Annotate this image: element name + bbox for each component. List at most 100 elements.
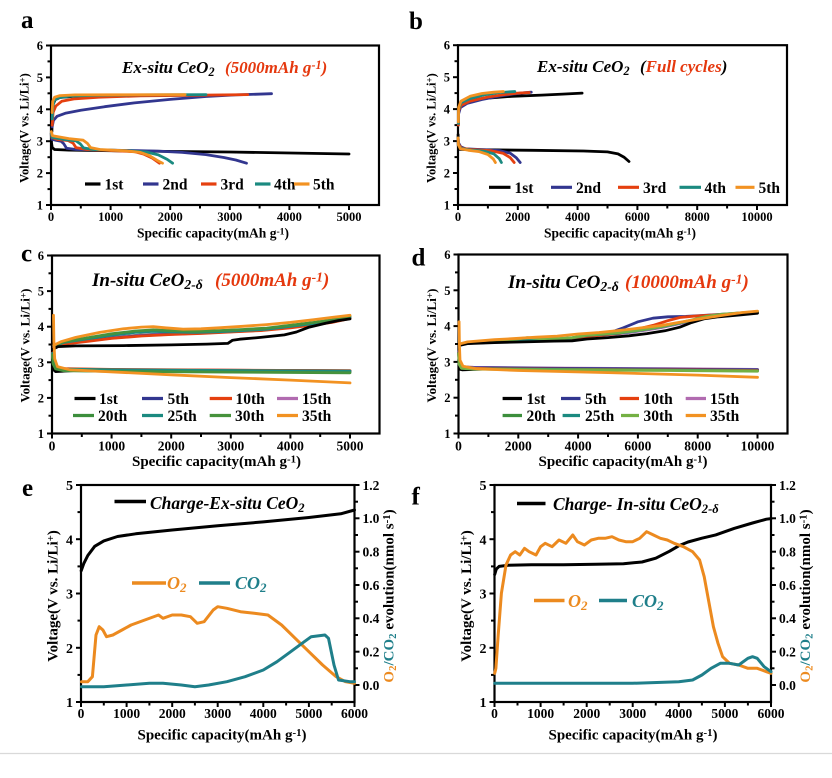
svg-text:4: 4 xyxy=(38,320,45,334)
svg-text:1: 1 xyxy=(444,199,450,213)
svg-text:4000: 4000 xyxy=(565,439,592,454)
svg-text:Voltage(V vs. Li/Li+): Voltage(V vs. Li/Li+) xyxy=(18,288,33,402)
svg-text:1: 1 xyxy=(66,696,73,711)
svg-text:0: 0 xyxy=(48,210,54,224)
svg-text:1: 1 xyxy=(37,199,43,213)
svg-text:0: 0 xyxy=(455,210,461,224)
svg-text:In-situ CeO2-δ: In-situ CeO2-δ xyxy=(507,272,619,294)
svg-text:0: 0 xyxy=(78,706,85,721)
svg-text:5th: 5th xyxy=(585,391,607,408)
svg-text:(5000mAh g-1): (5000mAh g-1) xyxy=(215,269,329,291)
svg-text:(10000mAh g-1): (10000mAh g-1) xyxy=(625,271,749,293)
svg-text:30th: 30th xyxy=(235,408,265,425)
svg-text:2nd: 2nd xyxy=(576,180,601,197)
svg-text:In-situ CeO2-δ: In-situ CeO2-δ xyxy=(91,270,203,292)
svg-text:25th: 25th xyxy=(585,408,615,425)
svg-text:Specific capacity(mAh g-1): Specific capacity(mAh g-1) xyxy=(544,226,696,241)
svg-text:1: 1 xyxy=(480,696,487,711)
svg-text:5000: 5000 xyxy=(337,210,362,224)
svg-text:1: 1 xyxy=(444,427,450,441)
svg-text:1000: 1000 xyxy=(98,210,123,224)
svg-text:10000: 10000 xyxy=(741,210,772,224)
svg-text:O2/CO2 evolution(nmol s-1): O2/CO2 evolution(nmol s-1) xyxy=(381,509,399,682)
svg-text:3: 3 xyxy=(444,135,450,149)
svg-text:2: 2 xyxy=(444,167,450,181)
svg-text:3rd: 3rd xyxy=(643,180,667,197)
svg-text:2: 2 xyxy=(66,642,73,657)
svg-text:1000: 1000 xyxy=(527,706,554,721)
svg-text:5: 5 xyxy=(444,71,450,85)
svg-text:3: 3 xyxy=(480,588,487,603)
svg-text:2: 2 xyxy=(444,391,450,405)
svg-text:1.0: 1.0 xyxy=(363,511,380,526)
svg-text:1st: 1st xyxy=(105,177,125,194)
svg-text:3: 3 xyxy=(38,356,44,370)
svg-text:6000: 6000 xyxy=(341,706,368,721)
svg-text:a: a xyxy=(21,7,34,34)
svg-text:3000: 3000 xyxy=(204,706,231,721)
svg-text:1st: 1st xyxy=(99,391,119,408)
svg-text:0.6: 0.6 xyxy=(363,578,380,593)
svg-text:0: 0 xyxy=(49,439,56,454)
svg-text:O2: O2 xyxy=(167,573,187,595)
svg-text:15th: 15th xyxy=(710,391,740,408)
svg-text:3: 3 xyxy=(37,135,43,149)
svg-text:0.4: 0.4 xyxy=(363,611,380,626)
svg-text:1.0: 1.0 xyxy=(779,511,796,526)
svg-text:Specific capacity(mAh g-1): Specific capacity(mAh g-1) xyxy=(138,727,307,744)
svg-text:0.0: 0.0 xyxy=(363,678,380,693)
svg-text:f: f xyxy=(412,484,421,511)
svg-text:5: 5 xyxy=(37,71,43,85)
svg-text:6000: 6000 xyxy=(625,210,650,224)
svg-text:5th: 5th xyxy=(313,177,335,194)
svg-text:6: 6 xyxy=(38,249,44,263)
svg-text:4: 4 xyxy=(444,320,451,334)
svg-text:Charge-Ex-situ CeO2: Charge-Ex-situ CeO2 xyxy=(150,493,305,515)
svg-text:6000: 6000 xyxy=(624,439,651,454)
svg-text:5000: 5000 xyxy=(295,706,322,721)
svg-text:1st: 1st xyxy=(527,391,547,408)
svg-text:Specific capacity(mAh g-1): Specific capacity(mAh g-1) xyxy=(137,226,289,241)
svg-text:0.2: 0.2 xyxy=(363,645,380,660)
svg-text:5th: 5th xyxy=(168,391,190,408)
svg-text:3: 3 xyxy=(66,588,73,603)
svg-text:Charge- In-situ CeO2-δ: Charge- In-situ CeO2-δ xyxy=(553,494,719,516)
svg-text:1st: 1st xyxy=(515,180,535,197)
svg-text:5: 5 xyxy=(444,284,450,298)
svg-text:O2/CO2 evolution(nmol s-1): O2/CO2 evolution(nmol s-1) xyxy=(797,509,815,682)
svg-text:20th: 20th xyxy=(527,408,557,425)
svg-text:4th: 4th xyxy=(274,177,296,194)
svg-text:8000: 8000 xyxy=(685,210,710,224)
svg-text:O2: O2 xyxy=(568,591,588,613)
svg-text:0.8: 0.8 xyxy=(779,545,796,560)
svg-text:4: 4 xyxy=(480,533,487,548)
svg-text:0.6: 0.6 xyxy=(779,578,796,593)
svg-text:c: c xyxy=(21,241,32,268)
svg-text:b: b xyxy=(409,8,423,35)
svg-text:2nd: 2nd xyxy=(163,177,188,194)
svg-text:Voltage(V vs. Li/Li+): Voltage(V vs. Li/Li+) xyxy=(425,73,439,183)
svg-text:1.2: 1.2 xyxy=(779,478,796,493)
svg-text:e: e xyxy=(22,475,33,502)
svg-text:d: d xyxy=(412,245,426,272)
svg-text:5: 5 xyxy=(480,479,487,494)
svg-text:2000: 2000 xyxy=(505,210,530,224)
svg-text:2: 2 xyxy=(480,642,487,657)
svg-text:2000: 2000 xyxy=(158,210,183,224)
svg-text:0.4: 0.4 xyxy=(779,611,796,626)
svg-text:0.0: 0.0 xyxy=(779,678,796,693)
svg-text:Specific capacity(mAh g-1): Specific capacity(mAh g-1) xyxy=(132,453,301,470)
svg-text:1.2: 1.2 xyxy=(363,478,380,493)
svg-text:0: 0 xyxy=(491,706,498,721)
svg-text:6000: 6000 xyxy=(758,706,785,721)
svg-text:4000: 4000 xyxy=(565,210,590,224)
svg-text:Voltage(V vs. Li/Li+): Voltage(V vs. Li/Li+) xyxy=(18,73,32,183)
svg-text:Voltage(V vs. Li/Li+): Voltage(V vs. Li/Li+) xyxy=(458,530,475,662)
svg-text:5: 5 xyxy=(38,285,44,299)
svg-text:35th: 35th xyxy=(302,408,332,425)
svg-text:Specific capacity(mAh g-1): Specific capacity(mAh g-1) xyxy=(539,453,708,470)
svg-text:2000: 2000 xyxy=(158,439,185,454)
svg-text:1000: 1000 xyxy=(113,706,140,721)
svg-text:15th: 15th xyxy=(302,391,332,408)
svg-text:4: 4 xyxy=(37,103,44,117)
